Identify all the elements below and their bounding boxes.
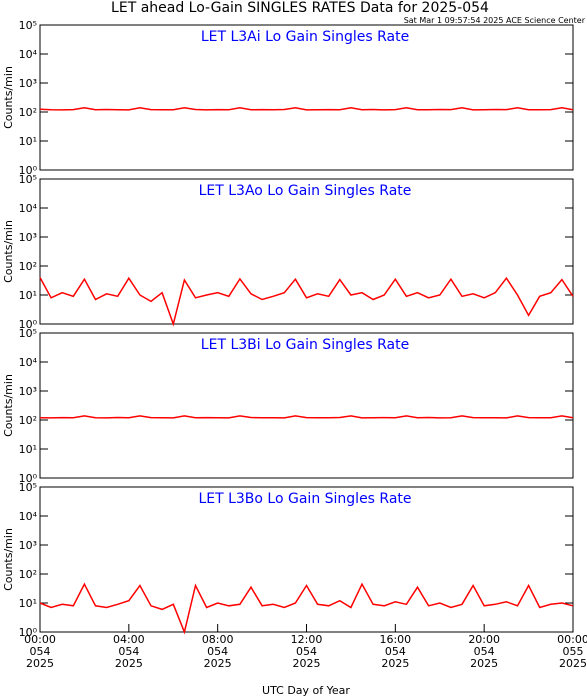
y-tick-label: 10¹ xyxy=(19,597,37,610)
y-axis-label: Counts/min xyxy=(2,374,15,437)
plot-frame xyxy=(39,178,574,325)
y-tick-label: 10⁰ xyxy=(19,472,38,485)
y-tick-label: 10¹ xyxy=(19,135,37,148)
y-tick-label: 10¹ xyxy=(19,443,37,456)
x-tick-label: 20:00 054 2025 xyxy=(468,633,500,670)
y-tick-label: 10² xyxy=(19,106,37,119)
y-tick-label: 10² xyxy=(19,568,37,581)
y-tick-label: 10³ xyxy=(19,539,37,552)
panel-title: LET L3Bo Lo Gain Singles Rate xyxy=(198,491,411,507)
y-axis-label: Counts/min xyxy=(2,66,15,129)
y-axis-label: Counts/min xyxy=(2,528,15,591)
y-tick-label: 10⁰ xyxy=(19,626,38,639)
data-line xyxy=(39,415,574,419)
x-tick-label: 04:00 054 2025 xyxy=(113,633,145,670)
y-tick-label: 10³ xyxy=(19,385,37,398)
data-line xyxy=(39,276,574,327)
panel-title: LET L3Bi Lo Gain Singles Rate xyxy=(201,337,409,353)
y-tick-label: 10¹ xyxy=(19,289,37,302)
y-tick-label: 10² xyxy=(19,260,37,273)
y-tick-label: 10⁵ xyxy=(19,327,37,340)
y-tick-label: 10⁰ xyxy=(19,164,38,177)
x-tick-label: 00:00 055 2025 xyxy=(557,633,587,670)
panel-title: LET L3Ai Lo Gain Singles Rate xyxy=(201,29,409,45)
plot-frame xyxy=(39,24,574,171)
x-tick-label: 12:00 054 2025 xyxy=(291,633,323,670)
y-tick-label: 10⁴ xyxy=(19,202,38,215)
plot-frame xyxy=(39,486,574,633)
data-line xyxy=(39,582,574,635)
page-title: LET ahead Lo-Gain SINGLES RATES Data for… xyxy=(111,0,489,16)
y-tick-label: 10⁵ xyxy=(19,173,37,186)
x-tick-label: 00:00 054 2025 xyxy=(24,633,56,670)
y-tick-label: 10² xyxy=(19,414,37,427)
y-tick-label: 10⁴ xyxy=(19,48,38,61)
data-line xyxy=(39,107,574,111)
panel-title: LET L3Ao Lo Gain Singles Rate xyxy=(199,183,412,199)
subtitle: Sat Mar 1 09:57:54 2025 ACE Science Cent… xyxy=(404,16,586,25)
y-tick-label: 10⁵ xyxy=(19,19,37,32)
plot-frame xyxy=(39,332,574,479)
y-tick-label: 10⁴ xyxy=(19,356,38,369)
y-axis-label: Counts/min xyxy=(2,220,15,283)
x-axis-label: UTC Day of Year xyxy=(262,684,350,697)
x-tick-label: 16:00 054 2025 xyxy=(379,633,411,670)
y-tick-label: 10³ xyxy=(19,77,37,90)
y-tick-label: 10³ xyxy=(19,231,37,244)
y-tick-label: 10⁵ xyxy=(19,481,37,494)
x-tick-label: 08:00 054 2025 xyxy=(202,633,234,670)
y-tick-label: 10⁴ xyxy=(19,510,38,523)
y-tick-label: 10⁰ xyxy=(19,318,38,331)
